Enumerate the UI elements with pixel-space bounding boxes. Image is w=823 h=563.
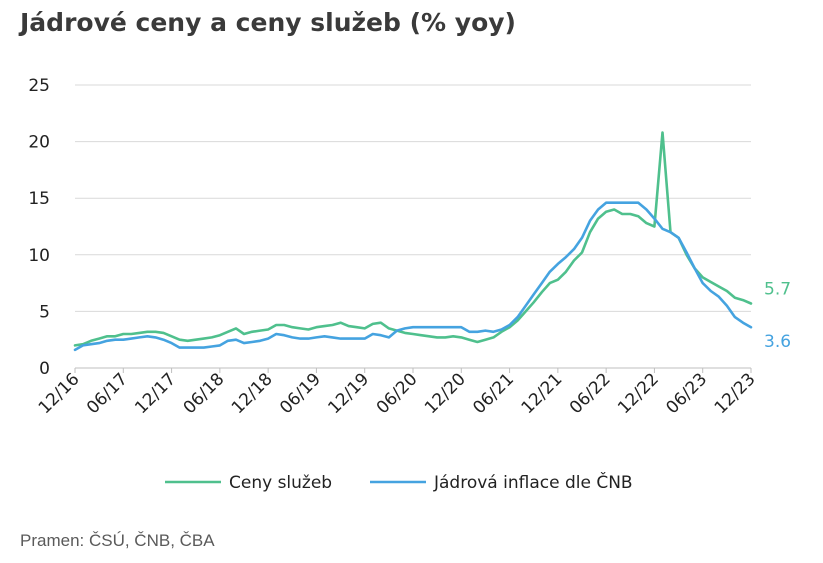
legend-label: Ceny služeb (229, 473, 332, 493)
x-tick-label: 06/20 (373, 369, 422, 418)
y-tick-label: 0 (39, 359, 50, 379)
y-axis-ticks: 0 5 10 15 20 25 (28, 76, 50, 379)
line-chart: 0 5 10 15 20 25 12/16 06/17 12/17 06/18 12/18 06/1… (28, 76, 791, 493)
y-tick-label: 5 (39, 302, 50, 322)
chart-title: Jádrové ceny a ceny služeb (% yoy) (20, 8, 516, 37)
x-tick-label: 06/18 (180, 369, 229, 418)
x-tick-label: 12/18 (228, 369, 277, 418)
x-tick-label: 12/20 (421, 369, 470, 418)
x-tick-label: 06/21 (469, 369, 518, 418)
legend: Ceny služeb Jádrová inflace dle ČNB (165, 471, 633, 493)
series-lines (73, 131, 753, 352)
x-tick-label: 06/19 (276, 369, 325, 418)
x-axis-ticks: 12/16 06/17 12/17 06/18 12/18 06/19 12/19 06/20… (35, 368, 760, 418)
end-value-label: 5.7 (764, 279, 791, 299)
legend-label: Jádrová inflace dle ČNB (433, 471, 633, 493)
x-tick-label: 06/23 (662, 369, 711, 418)
x-tick-label: 12/21 (518, 369, 567, 418)
x-tick-label: 06/17 (83, 369, 132, 418)
source-note: Pramen: ČSÚ, ČNB, ČBA (20, 531, 215, 550)
x-tick-label: 12/17 (131, 369, 180, 418)
series-line-core (73, 201, 753, 352)
x-tick-label: 12/19 (324, 369, 373, 418)
end-labels: 5.7 3.6 (764, 279, 791, 352)
y-tick-label: 10 (28, 246, 50, 266)
x-tick-label: 12/23 (711, 369, 760, 418)
y-tick-label: 15 (28, 189, 50, 209)
gridlines (75, 84, 751, 369)
end-value-label: 3.6 (764, 332, 791, 352)
x-tick-label: 06/22 (566, 369, 615, 418)
x-tick-label: 12/22 (614, 369, 663, 418)
y-tick-label: 20 (28, 133, 50, 153)
series-line-services (73, 131, 753, 347)
y-tick-label: 25 (28, 76, 50, 96)
